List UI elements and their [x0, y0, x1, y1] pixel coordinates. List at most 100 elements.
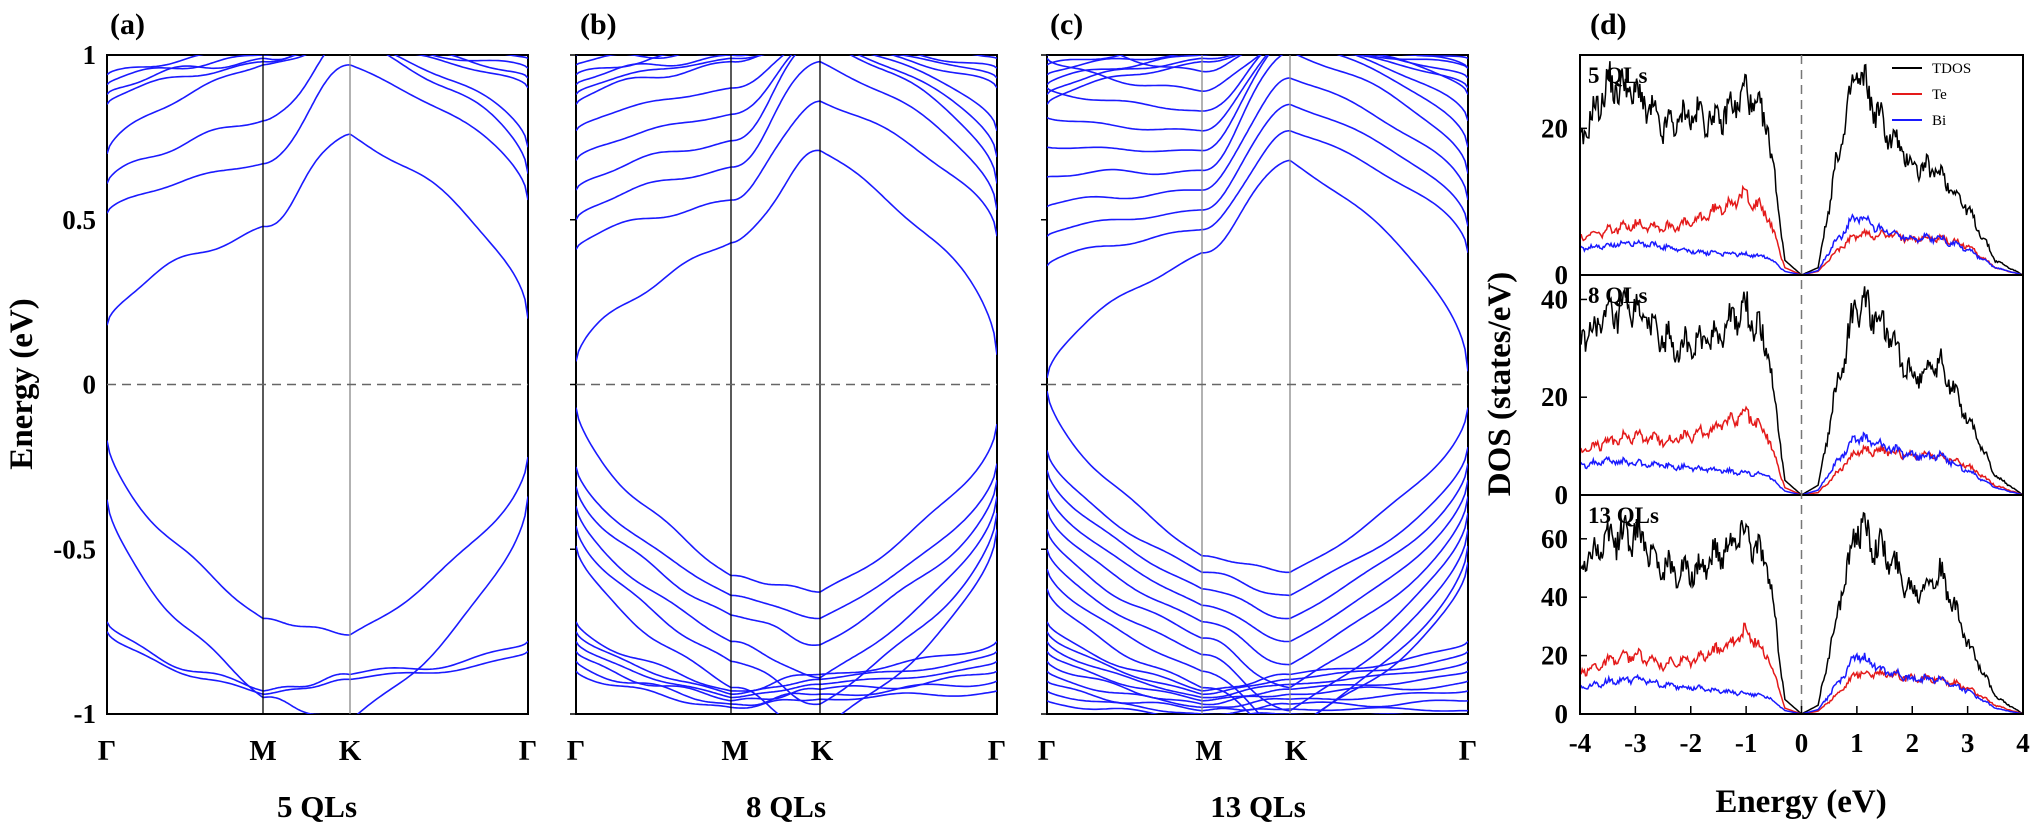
band-curves-a: [107, 55, 528, 714]
energy-tick-label: 0.5: [62, 205, 96, 235]
band-curve: [107, 55, 528, 96]
band-curve: [107, 55, 528, 155]
band-curve: [576, 463, 997, 620]
band-curve: [1047, 446, 1468, 597]
band-curves-b: [576, 55, 997, 714]
dos-xtick-label: -1: [1735, 728, 1758, 758]
band-curve: [1047, 496, 1468, 666]
band-curve: [1047, 690, 1468, 714]
band-curve: [1047, 529, 1468, 712]
band-curve: [576, 407, 997, 593]
dos-tick-label: 40: [1541, 582, 1568, 612]
band-curve: [1047, 55, 1468, 105]
kpoint-label: Γ: [519, 735, 537, 767]
band-curve: [1047, 700, 1404, 714]
band-curve: [576, 660, 997, 707]
band-curve: [576, 529, 997, 714]
band-curve: [576, 479, 997, 647]
kpath-labels-c: Γ M K Γ: [1038, 735, 1477, 767]
dos-tick-label: 20: [1541, 113, 1568, 143]
band-curve: [576, 55, 997, 161]
band-curve: [1047, 29, 1468, 49]
dos-tick-label: 0: [1555, 480, 1569, 510]
band-curve: [107, 496, 528, 714]
kpoint-label: Γ: [988, 735, 1006, 767]
band-curve: [576, 641, 997, 699]
band-curve: [1047, 77, 1468, 208]
dos-subplot: 0 20 5 QLs: [1541, 61, 2024, 290]
band-curve: [576, 60, 997, 221]
band-curve: [576, 512, 997, 706]
legend-label-te: Te: [1932, 87, 1947, 103]
band-curve: [1047, 19, 1468, 49]
dos-tick-label: 0: [1555, 260, 1569, 290]
band-curve: [1047, 621, 1468, 692]
energy-tick-label: -0.5: [53, 534, 96, 564]
dos-energy-ticks: -4 -3 -2 -1 0 1 2 3 4: [1569, 706, 2030, 758]
band-curve: [576, 55, 997, 132]
energy-tick-label: 1: [83, 40, 97, 70]
band-curve: [107, 440, 528, 636]
band-curve: [1047, 9, 1468, 49]
dos-tick-label: 20: [1541, 382, 1568, 412]
band-curve: [1047, 55, 1468, 86]
band-curve: [107, 55, 528, 184]
kpoint-label: M: [1195, 735, 1222, 767]
band-curve: [576, 631, 997, 696]
dos-tick-label: 60: [1541, 524, 1568, 554]
dos-tick-label: 0: [1555, 699, 1569, 729]
dos-xtick-label: 4: [2016, 728, 2030, 758]
band-curve: [1047, 103, 1468, 237]
dos-xtick-label: -4: [1569, 728, 1592, 758]
dos-subplots: 0 20 5 QLs 0 20 40 8 QLs 0 20 40 60 13 QLs: [1541, 61, 2024, 729]
band-curve: [576, 55, 997, 86]
dos-subplot: 0 20 40 8 QLs: [1541, 283, 2024, 510]
dos-xtick-label: 1: [1850, 728, 1864, 758]
dos-xtick-label: 2: [1906, 728, 1920, 758]
dos-subplot-label: 8 QLs: [1588, 283, 1647, 308]
band-curve: [1047, 55, 1468, 92]
energy-tick-label: 0: [83, 370, 97, 400]
panel-caption-a: 5 QLs: [277, 789, 357, 824]
band-curve: [576, 100, 997, 250]
dos-xtick-label: -2: [1680, 728, 1703, 758]
kpoint-label: M: [249, 735, 276, 767]
band-curve: [576, 55, 997, 191]
band-curve: [1047, 463, 1468, 620]
kpoint-label: K: [811, 735, 834, 767]
band-curve: [576, 55, 579, 56]
band-curve: [576, 149, 997, 362]
kpath-labels-a: Γ M K Γ: [98, 735, 537, 767]
band-panel-b: (b) Γ M K Γ 8 QLs: [567, 8, 1006, 824]
kpoint-label: K: [339, 735, 362, 767]
dos-xtick-label: 3: [1961, 728, 1975, 758]
band-curve: [1047, 390, 1468, 574]
band-curve: [1047, 0, 1468, 48]
band-curve: [107, 55, 528, 86]
dos-subplot-label: 13 QLs: [1588, 503, 1659, 528]
band-curve: [1047, 641, 1468, 699]
kpoint-label: M: [721, 735, 748, 767]
band-curve: [1047, 660, 1468, 706]
band-curve: [1047, 479, 1468, 643]
band-curve: [107, 621, 528, 692]
band-panel-a: (a) 1 0.5 0 -0.5 -1 Energy (eV) Γ M K Γ 5 QL…: [4, 8, 1047, 824]
dos-xtick-label: 0: [1795, 728, 1809, 758]
band-curve: [576, 670, 997, 709]
dos-tick-label: 40: [1541, 284, 1568, 314]
energy-axis-label: Energy (eV): [4, 298, 40, 469]
band-curve: [576, 496, 997, 679]
band-curves-c: [1047, 0, 1468, 714]
band-curve: [1047, 159, 1468, 379]
energy-tick-label: -1: [74, 699, 97, 729]
dos-curve-te: [1579, 184, 2024, 276]
dos-subplot-label: 5 QLs: [1588, 63, 1647, 88]
band-curve: [107, 55, 528, 105]
band-curve: [576, 55, 997, 105]
band-curve: [576, 621, 997, 692]
kpoint-label: Γ: [98, 735, 116, 767]
band-curve: [1047, 670, 1468, 709]
band-curve: [576, 55, 997, 96]
